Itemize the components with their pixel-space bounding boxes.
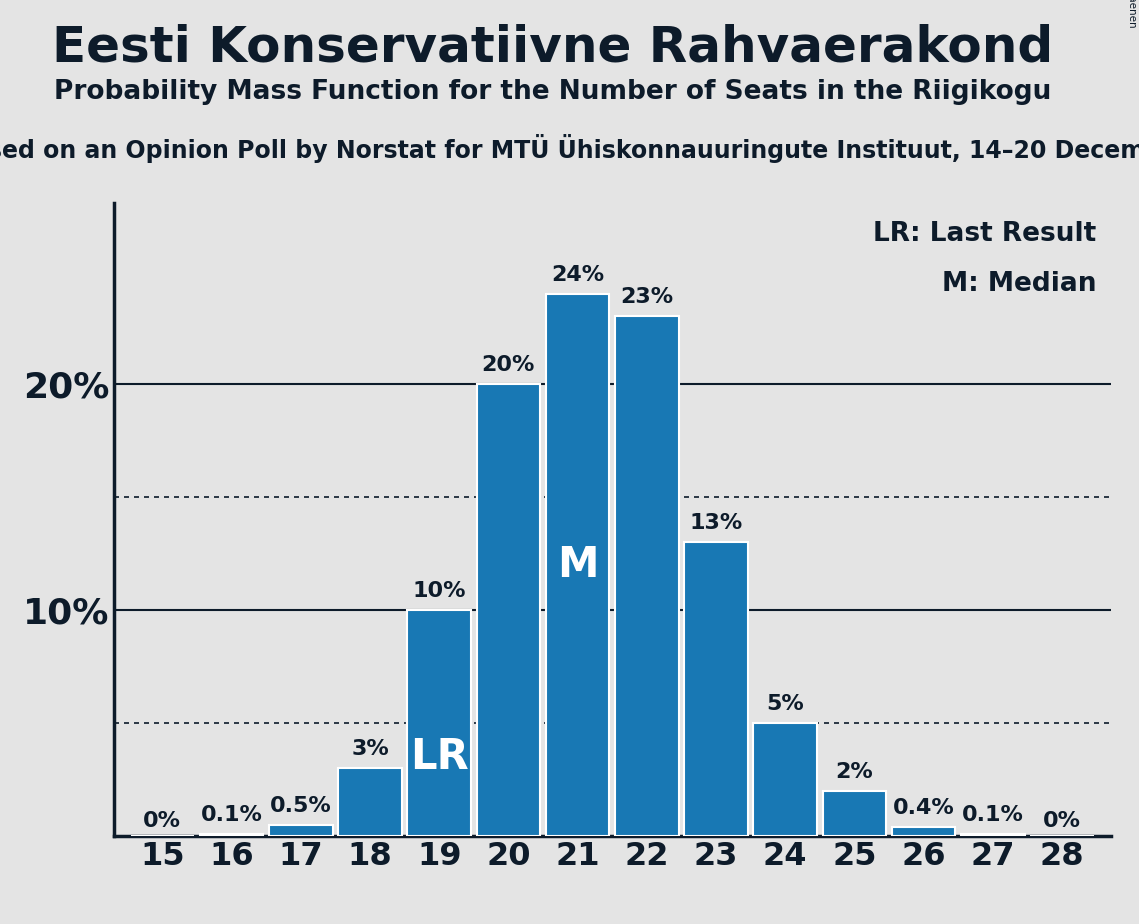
Text: 0%: 0% — [1043, 810, 1081, 831]
Bar — [199, 834, 263, 836]
Text: 24%: 24% — [551, 264, 604, 285]
Text: 0.1%: 0.1% — [200, 805, 262, 825]
Text: M: M — [557, 544, 598, 586]
Text: Probability Mass Function for the Number of Seats in the Riigikogu: Probability Mass Function for the Number… — [54, 79, 1051, 104]
Text: 3%: 3% — [351, 739, 388, 760]
Text: LR: LR — [410, 736, 468, 778]
Bar — [338, 769, 402, 836]
Bar — [753, 723, 817, 836]
Text: © 2022 Filip van Laenen: © 2022 Filip van Laenen — [1126, 0, 1137, 28]
Text: 23%: 23% — [621, 287, 673, 308]
Bar — [961, 834, 1025, 836]
Bar — [822, 791, 886, 836]
Bar — [892, 827, 956, 836]
Text: 2%: 2% — [836, 762, 874, 782]
Text: M: Median: M: Median — [942, 271, 1097, 298]
Text: Based on an Opinion Poll by Norstat for MTÜ Ühiskonnauuringute Instituut, 14–20 : Based on an Opinion Poll by Norstat for … — [0, 134, 1139, 163]
Text: 10%: 10% — [412, 581, 466, 602]
Text: 0.5%: 0.5% — [270, 796, 331, 816]
Bar — [615, 316, 679, 836]
Text: 20%: 20% — [482, 355, 535, 375]
Bar — [476, 384, 540, 836]
Text: Eesti Konservatiivne Rahvaerakond: Eesti Konservatiivne Rahvaerakond — [51, 23, 1054, 71]
Text: 0%: 0% — [144, 810, 181, 831]
Bar — [546, 294, 609, 836]
Text: 0.1%: 0.1% — [962, 805, 1024, 825]
Bar — [408, 610, 472, 836]
Text: LR: Last Result: LR: Last Result — [874, 222, 1097, 248]
Text: 0.4%: 0.4% — [893, 798, 954, 818]
Text: 13%: 13% — [689, 514, 743, 533]
Text: 5%: 5% — [767, 694, 804, 714]
Bar — [685, 542, 748, 836]
Bar — [269, 825, 333, 836]
